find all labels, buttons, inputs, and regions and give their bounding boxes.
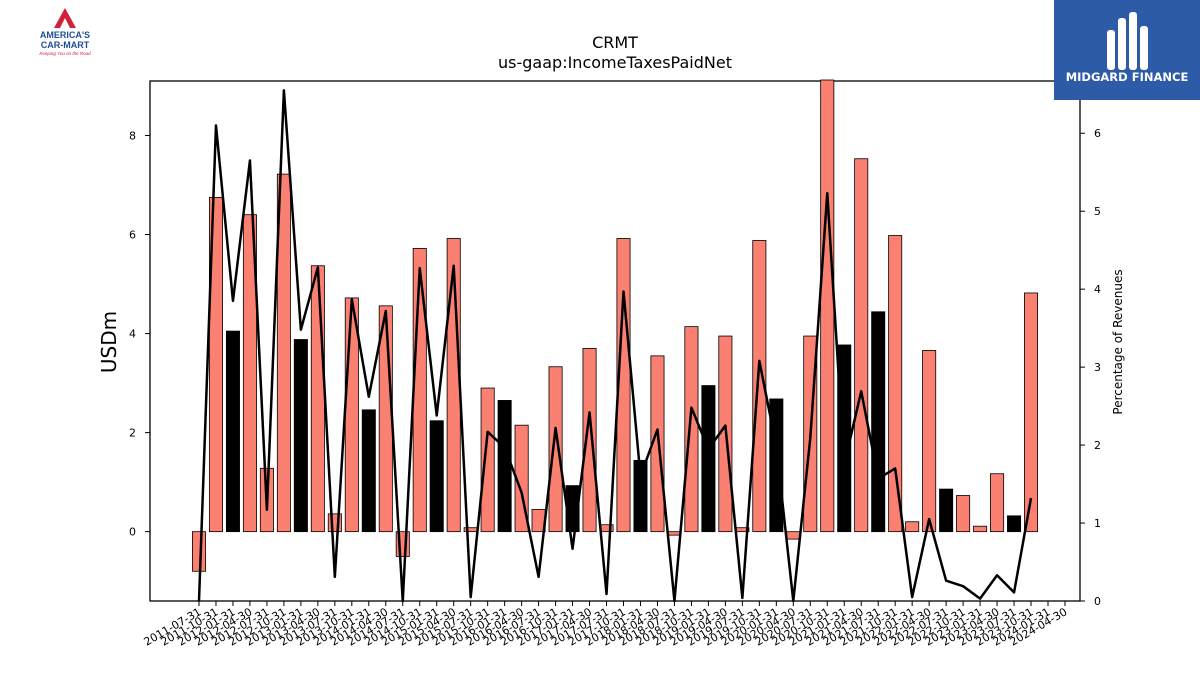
ticks-layer: 0246801234562011-07-312011-10-312012-01-… xyxy=(129,127,1101,648)
chart-axes-layer xyxy=(149,80,1081,602)
bar-2022-04-30 xyxy=(922,350,937,533)
bar-2012-10-31 xyxy=(276,173,291,533)
bar-2014-01-31 xyxy=(361,409,376,533)
line-layer xyxy=(197,89,1033,603)
bar-2023-04-30 xyxy=(990,473,1005,533)
chart-subtitle: us-gaap:IncomeTaxesPaidNet xyxy=(498,53,732,72)
bar-2015-10-31 xyxy=(480,387,495,533)
y2-tick-label: 5 xyxy=(1094,205,1101,218)
bar-2023-01-31 xyxy=(973,525,988,533)
car-mart-logo-graphic: AMERICA'S CAR-MART Keeping You on the Ro… xyxy=(39,8,91,56)
chart-title: CRMT xyxy=(592,33,638,52)
bars-layer xyxy=(191,79,1039,572)
midgard-logo-graphic: MIDGARD FINANCE xyxy=(1066,12,1189,84)
bar-2011-07-31 xyxy=(191,531,206,572)
y2-tick-label: 1 xyxy=(1094,517,1101,530)
bar-2022-10-31 xyxy=(956,495,971,533)
bar-2022-07-31 xyxy=(939,488,954,533)
midgard-finance-logo: MIDGARD FINANCE xyxy=(1054,0,1200,100)
bar-2019-10-31 xyxy=(752,240,767,533)
car-mart-logo-line1: AMERICA'S xyxy=(40,30,90,40)
bar-2013-04-30 xyxy=(310,265,325,533)
y2-tick-label: 6 xyxy=(1094,127,1101,140)
bar-2018-04-30 xyxy=(650,355,665,533)
bar-2012-01-31 xyxy=(225,330,240,533)
bar-2023-10-31 xyxy=(1024,292,1039,533)
bar-2020-10-31 xyxy=(820,79,835,533)
car-mart-tagline: Keeping You on the Road xyxy=(39,51,91,56)
y-tick-label: 6 xyxy=(129,229,136,242)
midgard-logo-text: MIDGARD FINANCE xyxy=(1066,70,1189,84)
pct-revenues-line xyxy=(197,89,1033,603)
plot-frame xyxy=(149,80,1081,602)
y2-tick-label: 4 xyxy=(1094,283,1101,296)
y-tick-label: 0 xyxy=(129,526,136,539)
y2-tick-label: 2 xyxy=(1094,439,1101,452)
y-axis-label: USDm xyxy=(97,311,121,373)
bar-2011-10-31 xyxy=(208,196,223,533)
bar-2013-01-31 xyxy=(293,339,308,533)
bar-2021-04-30 xyxy=(854,158,869,533)
americas-car-mart-logo: AMERICA'S CAR-MART Keeping You on the Ro… xyxy=(22,6,108,58)
bar-2018-10-31 xyxy=(684,326,699,533)
car-mart-logo-line2: CAR-MART xyxy=(41,40,90,50)
y-tick-label: 8 xyxy=(129,129,136,142)
y-tick-label: 2 xyxy=(129,427,136,440)
bar-2022-01-31 xyxy=(905,521,920,533)
y2-tick-label: 0 xyxy=(1094,595,1101,608)
bar-2018-01-31 xyxy=(633,459,648,533)
y-tick-label: 4 xyxy=(129,328,136,341)
bar-2016-01-31 xyxy=(497,400,512,533)
y2-axis-label: Percentage of Revenues xyxy=(1111,269,1125,414)
bar-2015-01-31 xyxy=(429,420,444,533)
bar-2016-10-31 xyxy=(548,366,563,533)
bar-2019-01-31 xyxy=(701,385,716,533)
midgard-emblem-icon xyxy=(1107,12,1148,70)
bar-2012-04-30 xyxy=(242,214,257,533)
y2-tick-label: 3 xyxy=(1094,361,1101,374)
bar-2017-10-31 xyxy=(616,238,631,533)
bar-2023-07-31 xyxy=(1007,515,1022,533)
bar-2021-10-31 xyxy=(888,235,903,533)
bar-2021-07-31 xyxy=(871,311,886,533)
car-mart-chevron-icon xyxy=(54,8,76,28)
bar-2017-04-30 xyxy=(582,348,597,533)
bar-2020-04-30 xyxy=(786,531,801,540)
